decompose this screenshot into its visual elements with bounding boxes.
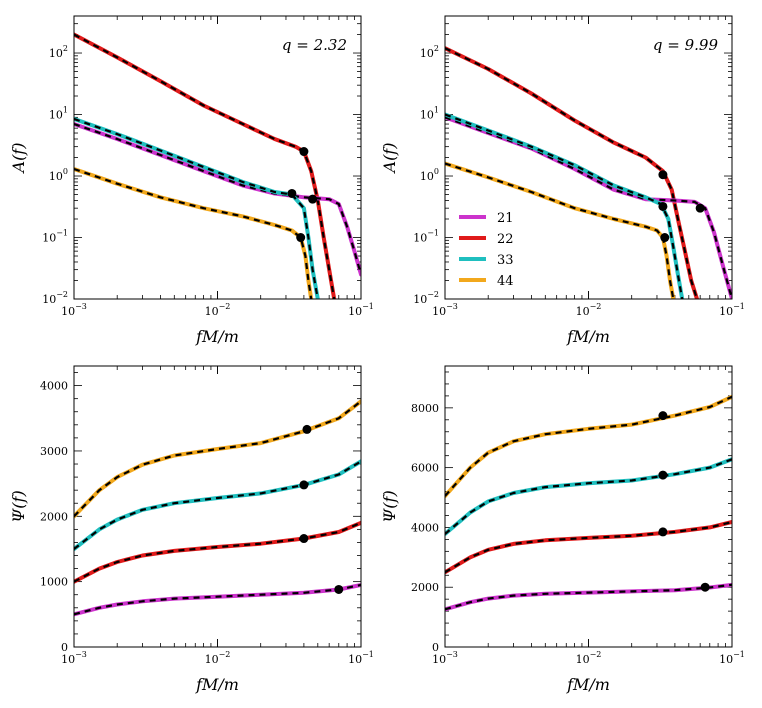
- x-tick-label: 10−2: [576, 302, 602, 318]
- fit-line-44: [74, 400, 361, 518]
- series-line-33: [74, 116, 320, 299]
- x-tick-label: 10−2: [576, 650, 602, 666]
- marker-point: [299, 480, 309, 490]
- y-tick-label: 2000: [40, 510, 68, 523]
- legend-label-21: 21: [497, 211, 514, 226]
- marker-point: [658, 527, 668, 537]
- fit-line-33: [445, 113, 684, 299]
- fit-line-33: [445, 458, 732, 535]
- series-line-33: [445, 112, 685, 299]
- y-tick-label: 10−2: [413, 290, 439, 306]
- x-tick-label: 10−3: [432, 650, 458, 666]
- x-tick-label: 10−2: [205, 302, 231, 318]
- y-tick-label: 3000: [40, 445, 68, 458]
- q-annotation: q = 9.99: [653, 36, 719, 54]
- y-tick-label: 0: [432, 641, 439, 654]
- axes-frame: [444, 15, 733, 300]
- fit-line-21: [445, 116, 732, 299]
- marker-point: [700, 582, 710, 592]
- x-tick-label: 10−1: [348, 302, 374, 318]
- y-tick-label: 6000: [411, 462, 439, 475]
- series-line-21: [74, 582, 361, 617]
- marker-point: [302, 424, 312, 434]
- x-axis-label: fM/m: [566, 675, 610, 694]
- fit-line-22: [74, 521, 361, 583]
- plot-area: [445, 46, 732, 299]
- x-axis-label: fM/m: [195, 675, 239, 694]
- y-tick-label: 0: [61, 641, 68, 654]
- fit-line-21: [445, 583, 732, 611]
- q-annotation: q = 2.32: [282, 36, 347, 54]
- marker-point: [308, 194, 318, 204]
- axes-frame: [73, 15, 362, 300]
- legend: 21 22 33 44: [459, 211, 514, 289]
- y-tick-label: 8000: [411, 402, 439, 415]
- fit-line-44: [445, 162, 675, 299]
- y-axis-label: A(f): [380, 143, 399, 175]
- x-tick-label: 10−1: [719, 302, 745, 318]
- axes-frame: [444, 365, 733, 648]
- y-tick-label: 1000: [40, 576, 68, 589]
- legend-label-44: 44: [497, 274, 514, 289]
- marker-point: [334, 584, 344, 594]
- x-tick-label: 10−3: [432, 302, 458, 318]
- chart-phase-q9: 10−3 10−2 10−1 0 2000 4000 6000 8000 fM/m Ψ(f): [380, 365, 745, 694]
- plot-area: [74, 399, 361, 617]
- axes-frame: [73, 365, 362, 648]
- marker-point: [287, 188, 297, 198]
- y-tick-label: 100: [49, 167, 68, 183]
- x-tick-label: 10−1: [348, 650, 374, 666]
- y-tick-label: 4000: [411, 521, 439, 534]
- y-tick-label: 10−1: [42, 229, 68, 245]
- fit-line-21: [74, 583, 361, 616]
- y-axis-label: Ψ(f): [9, 490, 28, 522]
- marker-point: [658, 170, 668, 180]
- marker-point: [296, 233, 306, 243]
- fit-line-44: [445, 395, 732, 497]
- plot-area: [74, 32, 361, 299]
- chart-phase-q2: 10−3 10−2 10−1 0 1000 2000 3000 4000 fM/m Ψ(f): [9, 365, 374, 694]
- marker-point: [658, 470, 668, 480]
- x-axis-label: fM/m: [566, 327, 610, 346]
- fit-line-33: [74, 460, 361, 550]
- fit-line-33: [74, 117, 319, 299]
- x-axis-label: fM/m: [195, 327, 239, 346]
- y-axis-label: A(f): [9, 143, 28, 175]
- fit-line-21: [74, 122, 361, 275]
- y-tick-label: 101: [49, 106, 68, 122]
- legend-label-33: 33: [497, 253, 514, 268]
- marker-point: [695, 203, 705, 213]
- series-line-22: [74, 520, 361, 584]
- marker-point: [299, 534, 309, 544]
- y-tick-label: 102: [420, 44, 439, 60]
- fit-line-22: [445, 47, 699, 299]
- plot-area: [445, 394, 732, 612]
- fit-line-44: [74, 167, 313, 299]
- y-tick-label: 100: [420, 167, 439, 183]
- marker-point: [299, 147, 309, 157]
- series-line-44: [74, 167, 314, 299]
- legend-label-22: 22: [497, 232, 514, 247]
- x-tick-label: 10−3: [61, 650, 87, 666]
- y-axis-label: Ψ(f): [380, 490, 399, 522]
- fit-line-22: [445, 520, 732, 574]
- marker-point: [660, 233, 670, 243]
- marker-point: [658, 201, 668, 211]
- y-tick-label: 10−1: [413, 229, 439, 245]
- fit-line-22: [74, 33, 336, 299]
- y-tick-label: 10−2: [42, 290, 68, 306]
- x-tick-label: 10−1: [719, 650, 745, 666]
- marker-point: [658, 411, 668, 421]
- x-tick-label: 10−2: [205, 650, 231, 666]
- y-tick-label: 4000: [40, 380, 68, 393]
- y-tick-label: 102: [49, 44, 68, 60]
- x-tick-label: 10−3: [61, 302, 87, 318]
- y-tick-label: 2000: [411, 581, 439, 594]
- series-line-22: [445, 520, 732, 575]
- y-tick-label: 101: [420, 106, 439, 122]
